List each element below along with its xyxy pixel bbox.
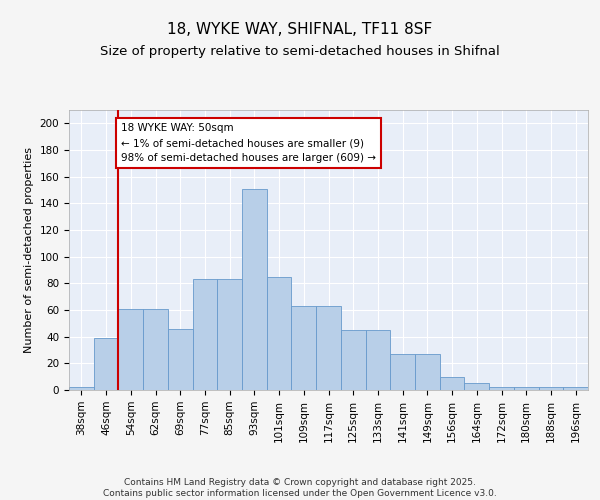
- Bar: [390, 354, 415, 390]
- Text: Contains HM Land Registry data © Crown copyright and database right 2025.
Contai: Contains HM Land Registry data © Crown c…: [103, 478, 497, 498]
- Bar: [563, 388, 588, 390]
- Bar: [464, 384, 489, 390]
- Bar: [365, 330, 390, 390]
- Bar: [514, 388, 539, 390]
- Bar: [539, 388, 563, 390]
- Bar: [118, 308, 143, 390]
- Bar: [341, 330, 365, 390]
- Text: 18, WYKE WAY, SHIFNAL, TF11 8SF: 18, WYKE WAY, SHIFNAL, TF11 8SF: [167, 22, 433, 38]
- Y-axis label: Number of semi-detached properties: Number of semi-detached properties: [24, 147, 34, 353]
- Bar: [143, 308, 168, 390]
- Bar: [242, 188, 267, 390]
- Bar: [292, 306, 316, 390]
- Bar: [94, 338, 118, 390]
- Bar: [489, 388, 514, 390]
- Bar: [316, 306, 341, 390]
- Bar: [415, 354, 440, 390]
- Text: Size of property relative to semi-detached houses in Shifnal: Size of property relative to semi-detach…: [100, 45, 500, 58]
- Bar: [440, 376, 464, 390]
- Bar: [193, 280, 217, 390]
- Text: 18 WYKE WAY: 50sqm
← 1% of semi-detached houses are smaller (9)
98% of semi-deta: 18 WYKE WAY: 50sqm ← 1% of semi-detached…: [121, 124, 376, 163]
- Bar: [267, 276, 292, 390]
- Bar: [168, 328, 193, 390]
- Bar: [217, 280, 242, 390]
- Bar: [69, 388, 94, 390]
